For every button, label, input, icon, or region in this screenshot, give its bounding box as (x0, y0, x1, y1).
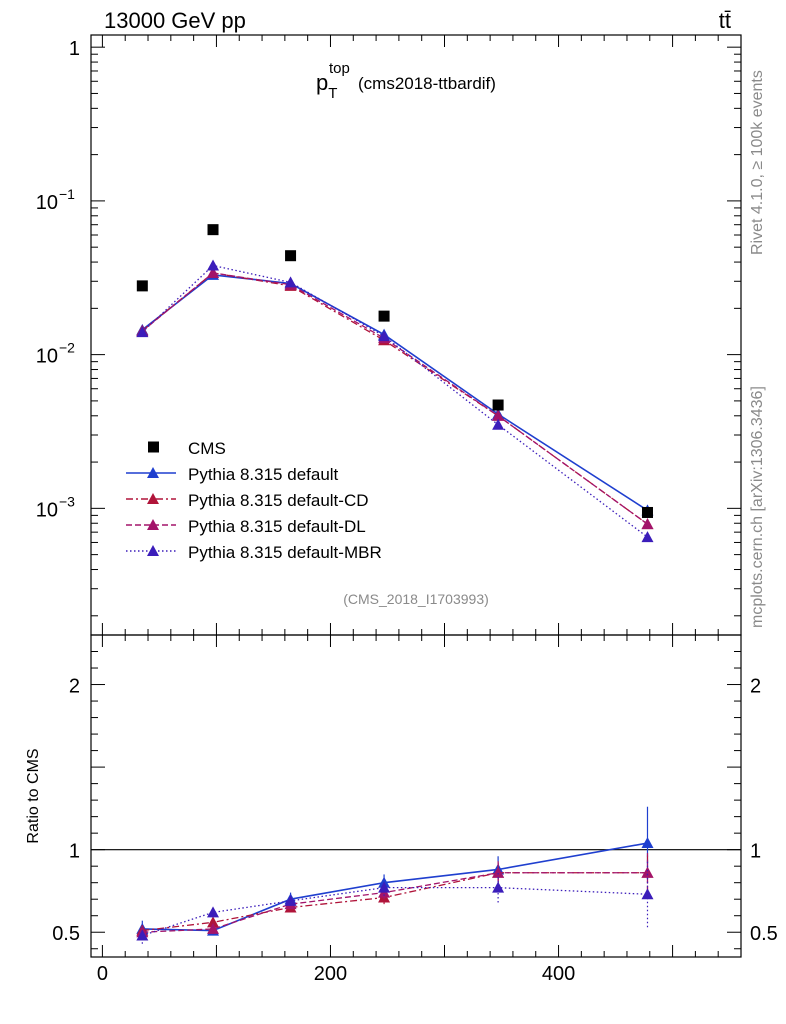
legend-label: Pythia 8.315 default-DL (188, 517, 366, 536)
energy-label: 13000 GeV pp (104, 8, 246, 33)
series-point (641, 518, 654, 530)
series-point (207, 259, 220, 271)
data-point (136, 280, 148, 292)
ratio-point (207, 906, 220, 918)
ratio-layer (136, 806, 654, 944)
legend-marker (147, 493, 159, 504)
chart-title: pT (316, 70, 337, 102)
y-tick-exponent: −3 (59, 493, 75, 509)
y-tick-label: 1 (69, 38, 80, 60)
series-line (141, 272, 648, 525)
ratio-line (142, 872, 648, 933)
ratio-point (641, 866, 654, 878)
y-tick-exponent: −2 (59, 340, 75, 356)
legend-marker (147, 467, 159, 478)
series-point (207, 266, 220, 278)
ratio-point (378, 881, 391, 893)
ratio-y-tick-label: 0.5 (52, 923, 80, 945)
ratio-y-tick-label: 1 (69, 841, 80, 863)
series-line (141, 272, 648, 525)
analysis-tag: (CMS_2018_I1703993) (343, 591, 489, 607)
data-point (207, 224, 219, 236)
series-point (284, 276, 297, 288)
x-tick-label: 200 (314, 963, 347, 985)
x-tick-label: 0 (97, 963, 108, 985)
series-point (492, 409, 505, 421)
series-line (141, 274, 648, 512)
ratio-line (142, 886, 648, 937)
x-tick-label: 400 (542, 963, 575, 985)
ratio-point (641, 888, 654, 900)
legend-label: Pythia 8.315 default (188, 465, 339, 484)
data-point (285, 250, 297, 262)
y-tick-label: 10 (36, 346, 58, 368)
ratio-point (492, 881, 505, 893)
series-line (141, 264, 648, 538)
ratio-point (641, 837, 654, 849)
ratio-ylabel: Ratio to CMS (25, 748, 42, 843)
series-point (378, 330, 391, 342)
series-point (492, 418, 505, 430)
y-tick-label: 10 (36, 192, 58, 214)
data-point (492, 399, 504, 411)
data-layer (136, 224, 653, 518)
data-point (641, 506, 653, 518)
ratio-point (284, 894, 297, 906)
ratio-y-tick-label-right: 1 (750, 841, 761, 863)
legend: CMS Pythia 8.315 default Pythia 8.315 defa… (126, 439, 382, 562)
ratio-point (136, 929, 149, 941)
data-point (378, 310, 390, 322)
ratio-panel-frame (90, 634, 742, 958)
series-layer (136, 259, 654, 543)
ratio-point (207, 916, 220, 928)
title-p: p (316, 70, 328, 95)
y-tick-exponent: −1 (59, 186, 75, 202)
title-sup: top (329, 60, 350, 77)
series-point (641, 531, 654, 543)
legend-label-data: CMS (188, 439, 226, 458)
process-label: tt̄ (719, 8, 731, 33)
ratio-point (492, 866, 505, 878)
rivet-label: Rivet 4.1.0, ≥ 100k events (749, 70, 766, 255)
legend-marker (147, 519, 159, 530)
ratio-line (142, 842, 648, 932)
mcplots-label: mcplots.cern.ch [arXiv:1306.3436] (749, 386, 766, 628)
ratio-y-tick-label-right: 0.5 (750, 923, 778, 945)
legend-label: Pythia 8.315 default-MBR (188, 543, 382, 562)
title-sub: T (328, 85, 337, 102)
title-suffix: (cms2018-ttbardif) (358, 74, 496, 93)
ratio-y-tick-label-right: 2 (750, 676, 761, 698)
y-tick-label: 10 (36, 499, 58, 521)
ratio-y-tick-label: 2 (69, 676, 80, 698)
ratio-point (207, 922, 220, 934)
legend-marker (147, 545, 159, 556)
series-point (136, 326, 149, 338)
legend-label: Pythia 8.315 default-CD (188, 491, 369, 510)
legend-marker-data (148, 441, 159, 453)
